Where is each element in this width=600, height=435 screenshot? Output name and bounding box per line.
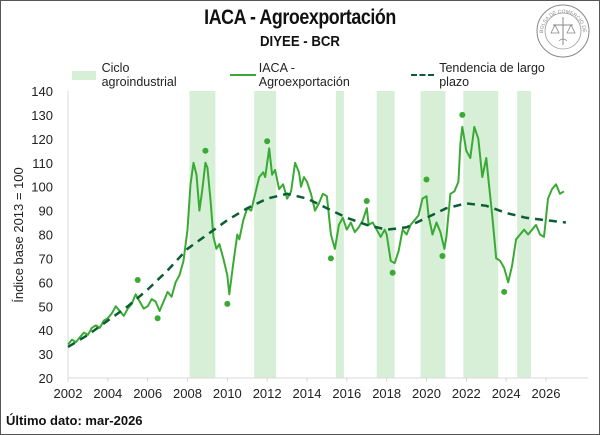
cycle-band bbox=[335, 91, 344, 378]
peak-trough-marker bbox=[363, 198, 370, 205]
x-tick-label: 2010 bbox=[213, 386, 242, 401]
legend-item-band: Ciclo agroindustrial bbox=[72, 61, 206, 89]
y-tick-label: 60 bbox=[39, 275, 53, 290]
y-tick-label: 30 bbox=[39, 347, 53, 362]
legend-swatch-trend bbox=[410, 74, 435, 76]
bolsa-de-comercio-de-rosario-seal-icon: BOLSA DE COMERCIO DE ROSARIO bbox=[535, 3, 590, 58]
peak-trough-marker bbox=[423, 176, 430, 183]
y-tick-label: 20 bbox=[39, 371, 53, 386]
x-tick-label: 2022 bbox=[452, 386, 481, 401]
y-axis-label: Índice base 2013 = 100 bbox=[11, 167, 26, 303]
peak-trough-marker bbox=[439, 253, 446, 260]
cycle-band bbox=[517, 91, 532, 378]
x-tick-label: 2026 bbox=[532, 386, 561, 401]
peak-trough-marker bbox=[134, 276, 141, 283]
x-tick-label: 2006 bbox=[133, 386, 162, 401]
peak-trough-marker bbox=[264, 138, 271, 145]
legend-item-series: IACA - Agroexportación bbox=[230, 61, 386, 89]
peak-trough-marker bbox=[327, 255, 334, 262]
legend-item-trend: Tendencia de largo plazo bbox=[410, 61, 576, 89]
x-tick-label: 2002 bbox=[54, 386, 83, 401]
chart-subtitle: DIYEE - BCR bbox=[260, 33, 340, 50]
x-tick-label: 2014 bbox=[293, 386, 322, 401]
trend-line bbox=[67, 192, 567, 348]
y-tick-label: 80 bbox=[39, 228, 53, 243]
y-tick-label: 110 bbox=[32, 156, 53, 171]
y-tick-label: 70 bbox=[39, 251, 53, 266]
peak-trough-marker bbox=[154, 315, 161, 322]
x-tick-label: 2018 bbox=[372, 386, 401, 401]
y-tick-label: 120 bbox=[31, 132, 53, 147]
legend-swatch-band bbox=[72, 70, 96, 80]
chart-title: IACA - Agroexportación bbox=[204, 6, 396, 29]
cycle-band bbox=[463, 91, 499, 378]
x-tick-label: 2020 bbox=[412, 386, 441, 401]
cycle-band bbox=[189, 91, 216, 378]
cycle-band bbox=[254, 91, 277, 378]
legend-swatch-series bbox=[230, 74, 256, 76]
peak-trough-marker bbox=[224, 300, 231, 307]
y-tick-label: 90 bbox=[39, 204, 53, 219]
x-tick-label: 2012 bbox=[253, 386, 282, 401]
x-tick-label: 2024 bbox=[492, 386, 521, 401]
chart-legend: Ciclo agroindustrial IACA - Agroexportac… bbox=[72, 61, 600, 89]
y-tick-label: 50 bbox=[39, 299, 53, 314]
peak-trough-marker bbox=[501, 288, 508, 295]
peak-trough-marker bbox=[459, 111, 466, 118]
legend-label-series: IACA - Agroexportación bbox=[258, 61, 350, 89]
y-tick-label: 100 bbox=[31, 180, 53, 195]
x-tick-label: 2004 bbox=[93, 386, 122, 401]
last-data-label: Último dato: mar-2026 bbox=[6, 413, 143, 428]
peak-trough-marker bbox=[202, 147, 209, 154]
legend-label-trend: Tendencia de largo plazo bbox=[439, 61, 545, 89]
y-tick-label: 140 bbox=[31, 84, 53, 99]
x-tick-label: 2008 bbox=[173, 386, 202, 401]
iaca-series-line bbox=[67, 125, 565, 346]
y-tick-label: 40 bbox=[39, 323, 53, 338]
peak-trough-marker bbox=[389, 269, 396, 276]
legend-label-band: Ciclo agroindustrial bbox=[101, 61, 177, 89]
y-tick-label: 130 bbox=[31, 108, 53, 123]
x-tick-label: 2016 bbox=[332, 386, 361, 401]
